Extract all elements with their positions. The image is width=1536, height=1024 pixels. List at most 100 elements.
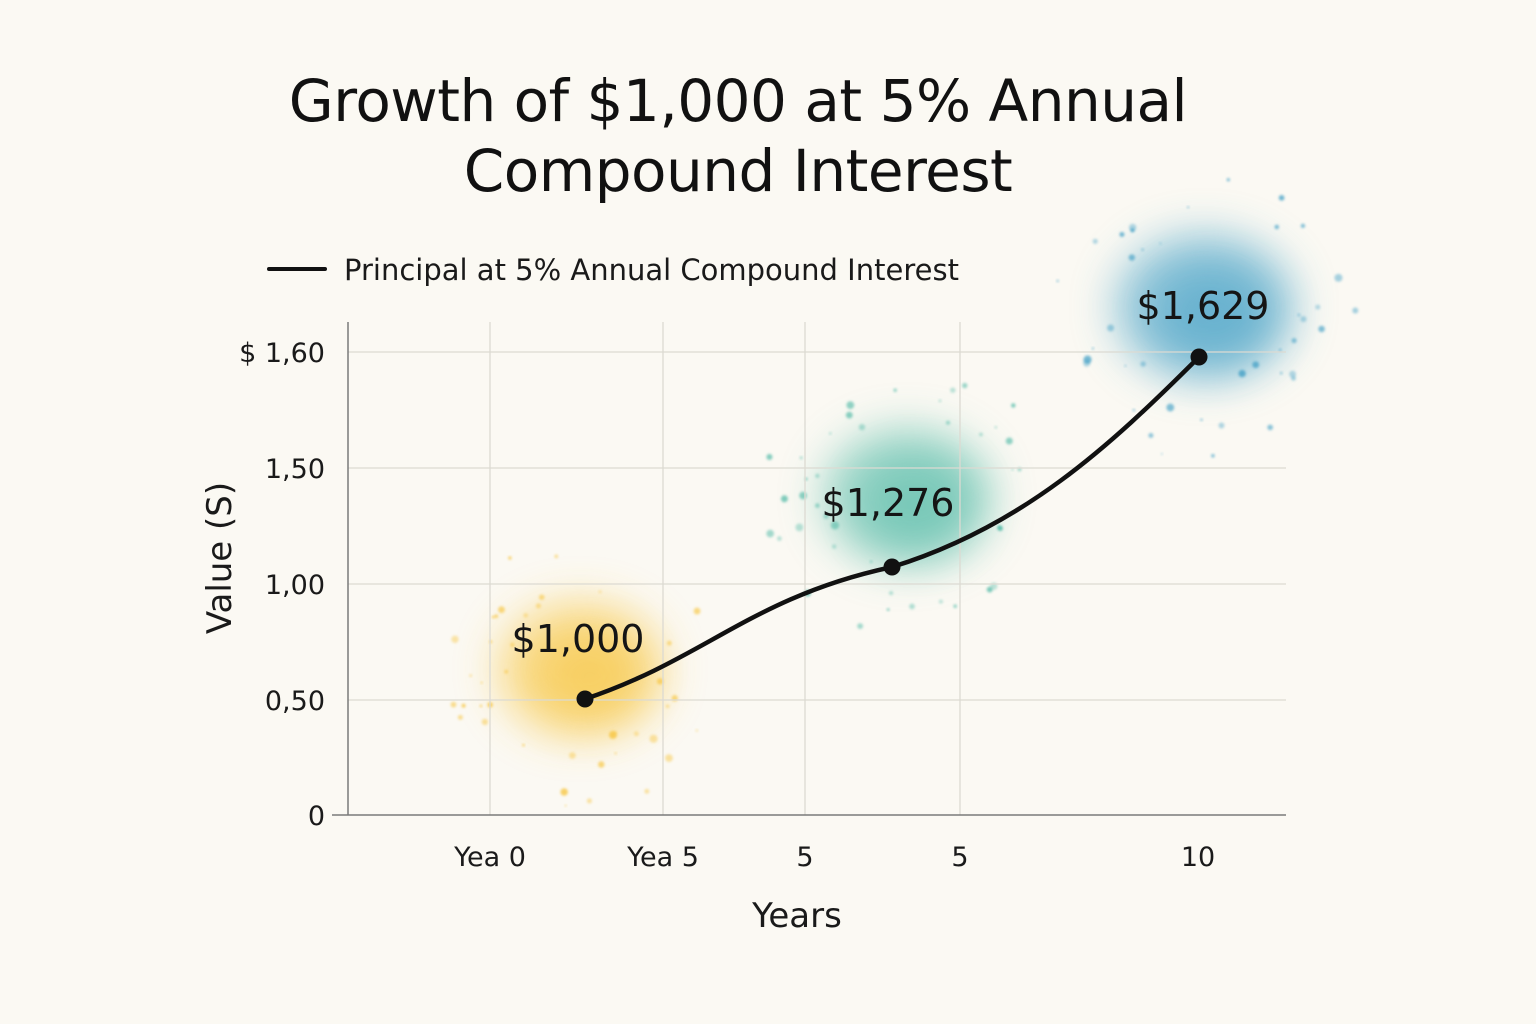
- chart-title-line-1: Growth of $1,000 at 5% Annual: [288, 67, 1188, 135]
- splash-speckle: [469, 674, 473, 677]
- splash-speckle: [886, 608, 890, 612]
- splash-speckle: [1160, 452, 1163, 456]
- splash-speckle: [480, 681, 483, 684]
- splash-speckle: [1091, 347, 1095, 350]
- splash-speckle: [451, 635, 459, 644]
- splash-speckle: [945, 420, 951, 425]
- splash-speckle: [893, 388, 897, 392]
- splash-speckle: [1267, 424, 1273, 431]
- splash-speckle: [766, 529, 775, 538]
- splash-speckle: [508, 556, 512, 560]
- splash-speckle: [1226, 178, 1230, 182]
- splash-speckle: [889, 591, 894, 596]
- x-tick-label: 5: [951, 842, 968, 873]
- splash-speckle: [766, 453, 773, 460]
- splash-speckle: [1092, 238, 1098, 244]
- splash-speckle: [1011, 468, 1014, 471]
- splash-speckle: [457, 714, 463, 720]
- splash-speckle: [494, 614, 499, 619]
- splash-speckle: [498, 606, 505, 614]
- splash-speckle: [1291, 337, 1297, 344]
- splash-speckle: [869, 560, 873, 563]
- splash-speckle: [938, 599, 943, 604]
- splash-speckle: [979, 432, 983, 437]
- splash-speckle: [538, 594, 545, 601]
- x-tick-label: 10: [1181, 842, 1215, 873]
- x-axis-title: Years: [751, 896, 842, 936]
- splash-speckle: [1352, 307, 1359, 314]
- splash-speckle: [644, 788, 650, 794]
- splash-speckle: [1238, 369, 1246, 378]
- y-tick-label: 0: [308, 801, 325, 832]
- splash-speckle: [795, 523, 804, 532]
- legend: Principal at 5% Annual Compound Interest: [267, 253, 959, 287]
- splash-speckle: [815, 473, 820, 478]
- splash-speckle: [1140, 361, 1146, 367]
- splash-speckle: [815, 503, 820, 508]
- splash-speckle: [828, 432, 832, 435]
- watercolor-splash-core: [1154, 264, 1274, 366]
- data-point: [576, 690, 594, 708]
- splash-speckle: [1083, 359, 1091, 367]
- splash-speckle: [598, 761, 605, 768]
- splash-speckle: [1278, 194, 1285, 201]
- legend-label: Principal at 5% Annual Compound Interest: [344, 253, 959, 287]
- splash-speckle: [649, 734, 658, 743]
- splash-speckle: [858, 423, 866, 431]
- splash-speckle: [780, 495, 788, 503]
- y-tick-label: 0,50: [265, 686, 325, 717]
- splash-speckle: [1187, 206, 1190, 209]
- splash-speckle: [1318, 325, 1325, 333]
- x-tick-label: 5: [796, 842, 813, 873]
- splash-speckle: [909, 603, 915, 610]
- x-tick-labels: Yea 0 Yea 5 5 5 10: [453, 842, 1215, 873]
- splash-speckle: [633, 731, 639, 737]
- data-label: $1,629: [1137, 284, 1270, 328]
- watercolor-splash-core: [861, 457, 973, 553]
- splash-speckle: [1334, 273, 1343, 282]
- y-axis-title: Value (S): [200, 482, 240, 634]
- splash-speckle: [1128, 223, 1137, 232]
- splash-speckle: [950, 387, 956, 393]
- splash-speckle: [535, 603, 542, 609]
- splash-speckle: [1124, 364, 1127, 367]
- splash-speckle: [614, 731, 617, 734]
- splash-speckle: [568, 752, 576, 759]
- splash-speckle: [1005, 437, 1013, 445]
- data-point: [883, 558, 901, 576]
- splash-speckle: [1119, 231, 1125, 237]
- splash-speckle: [522, 743, 525, 747]
- watercolor-splashes: [450, 178, 1359, 807]
- splash-speckle: [695, 729, 699, 732]
- axes: [332, 322, 1286, 816]
- data-labels: $1,000 $1,276 $1,629: [512, 284, 1270, 661]
- y-tick-label: 1,50: [265, 454, 325, 485]
- splash-speckle: [1141, 248, 1144, 251]
- splash-speckle: [986, 586, 993, 593]
- splash-speckle: [1274, 224, 1280, 230]
- splash-speckle: [461, 703, 466, 708]
- splash-speckle: [938, 399, 942, 403]
- splash-speckle: [1200, 418, 1203, 422]
- splash-speckle: [481, 718, 489, 726]
- splash-speckle: [776, 536, 782, 541]
- splash-speckle: [1297, 313, 1301, 317]
- splash-speckle: [614, 752, 617, 755]
- splash-speckle: [656, 678, 664, 685]
- y-tick-labels: $ 1,60 1,50 1,00 0,50 0: [239, 338, 325, 832]
- splash-speckle: [510, 642, 515, 647]
- splash-speckle: [1315, 304, 1321, 310]
- chart-title-line-2: Compound Interest: [463, 137, 1013, 205]
- splash-speckle: [997, 525, 1002, 530]
- splash-speckle: [830, 521, 840, 530]
- splash-speckle: [1279, 371, 1283, 375]
- y-tick-label: 1,00: [265, 570, 325, 601]
- x-tick-label: Yea 5: [626, 842, 699, 873]
- splash-speckle: [665, 704, 670, 709]
- splash-speckle: [1132, 408, 1136, 412]
- splash-speckle: [1056, 279, 1059, 283]
- splash-speckle: [586, 798, 592, 804]
- splash-speckle: [560, 788, 568, 796]
- data-label: $1,000: [512, 617, 645, 661]
